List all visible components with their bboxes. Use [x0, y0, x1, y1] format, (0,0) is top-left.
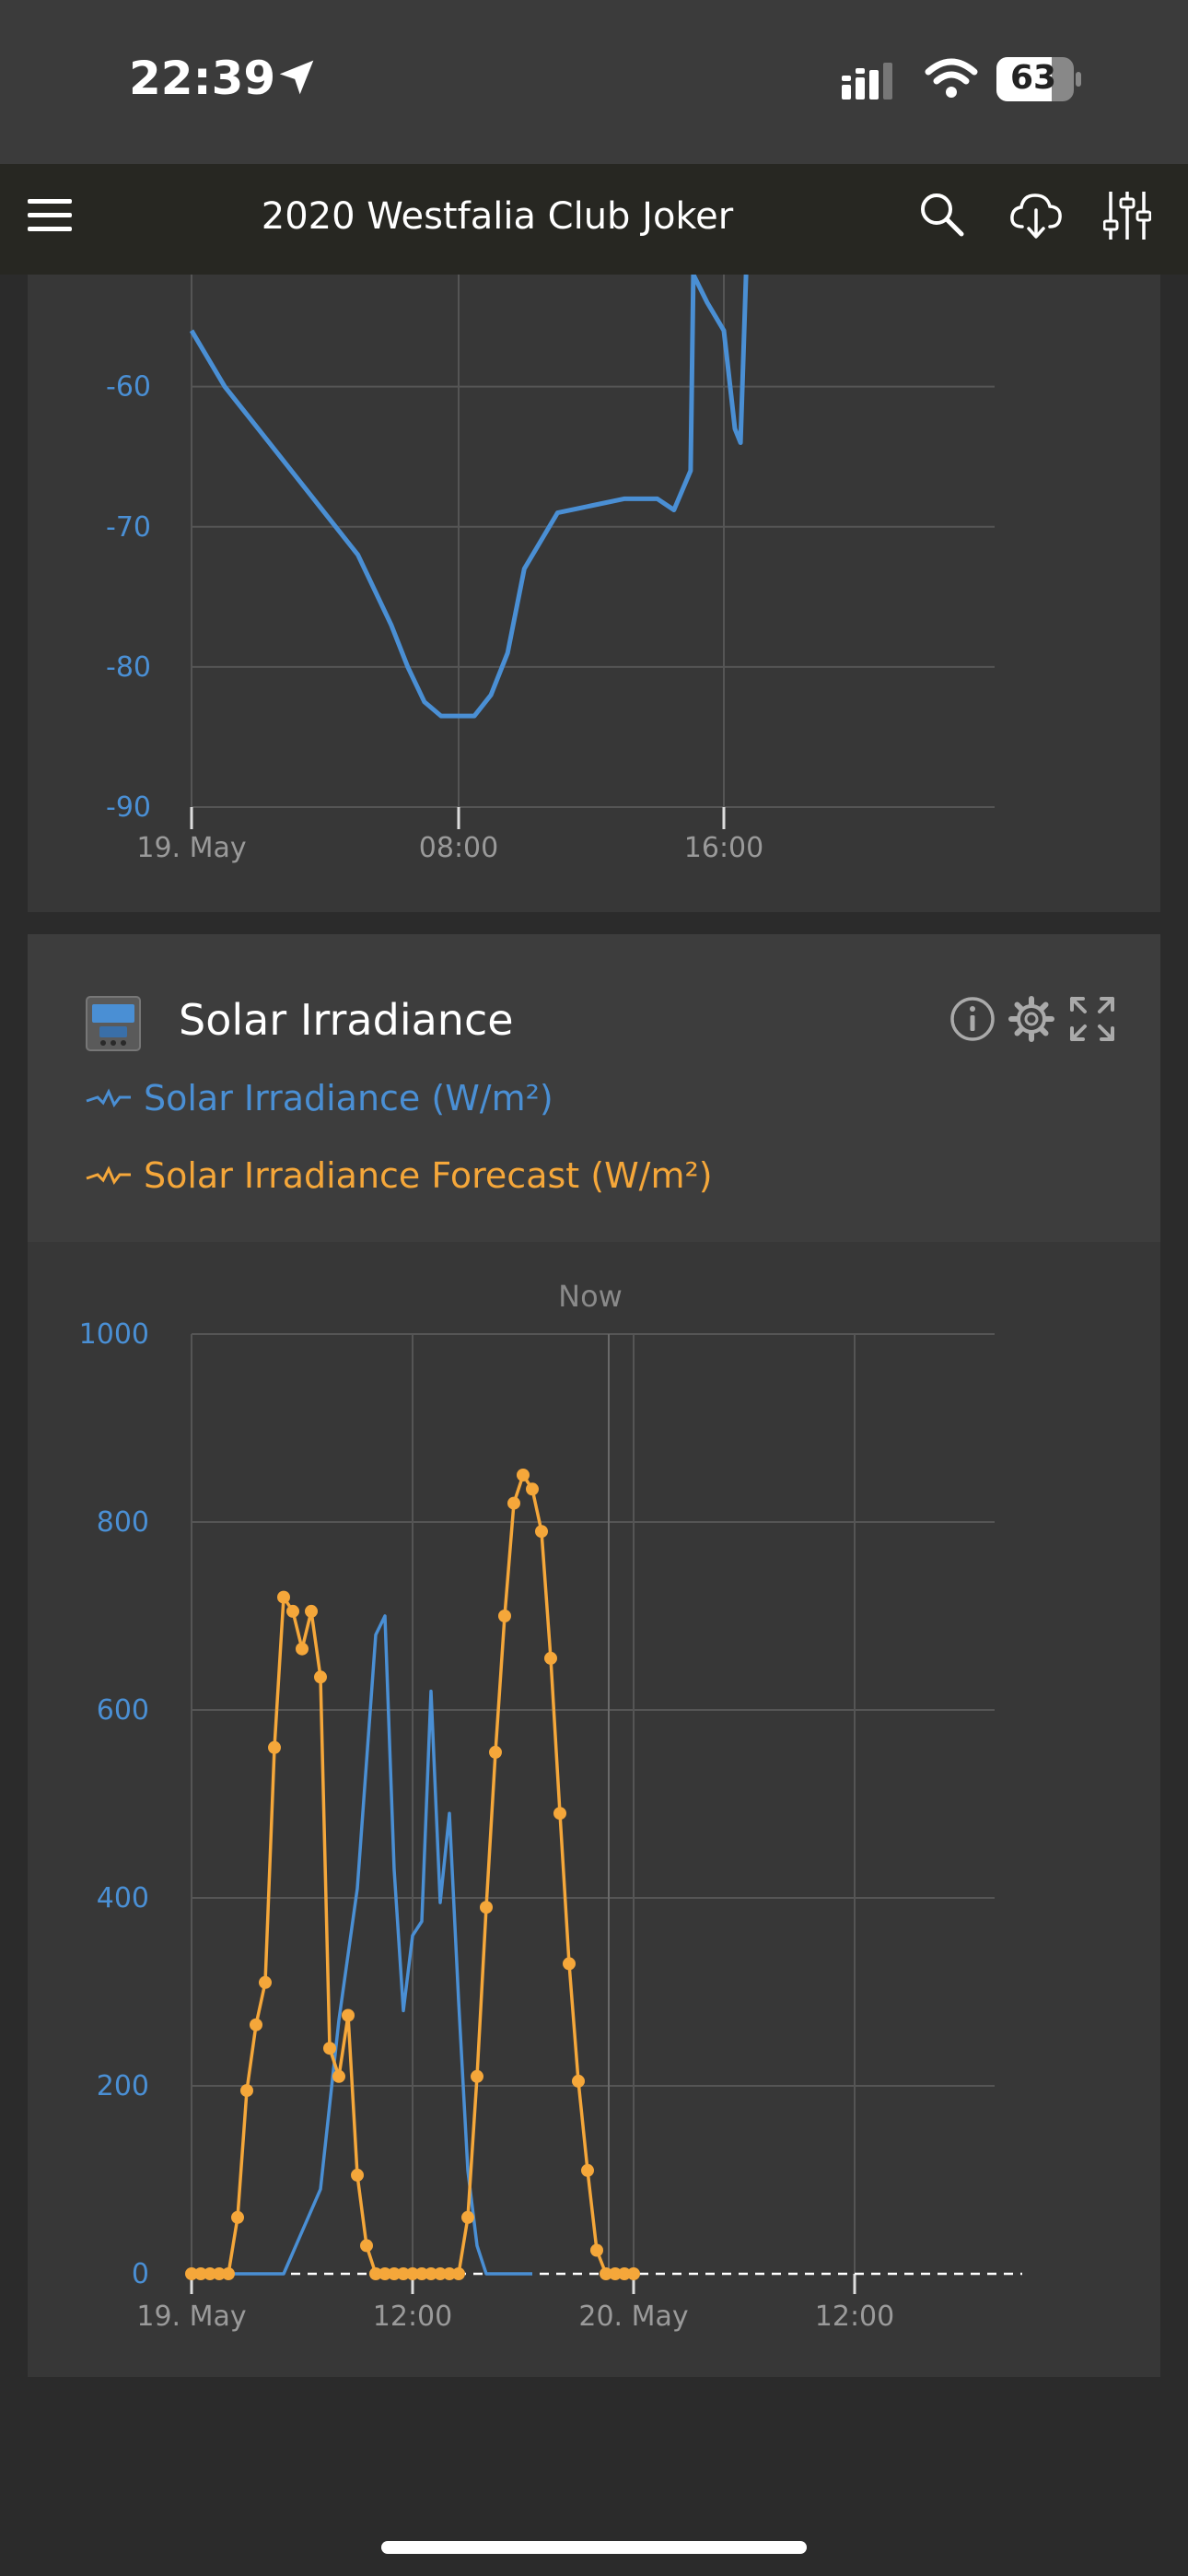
- x-tick-label: 12:00: [373, 2301, 452, 2333]
- wifi-icon: [925, 58, 978, 98]
- battery-level: 63: [1009, 59, 1057, 97]
- forecast-data-point: [471, 2069, 483, 2083]
- cellular-signal-icon: [842, 63, 892, 100]
- forecast-data-point: [572, 2074, 585, 2088]
- x-tick-label: 19. May: [136, 832, 246, 864]
- home-indicator: [381, 2541, 807, 2554]
- forecast-data-point: [231, 2210, 244, 2224]
- forecast-data-point: [369, 2267, 382, 2280]
- forecast-data-point: [240, 2084, 253, 2098]
- forecast-data-point: [452, 2267, 465, 2280]
- legend-line-icon: [86, 1088, 131, 1107]
- y-tick-label: 1000: [79, 1318, 149, 1351]
- forecast-data-point: [535, 1525, 548, 1539]
- history-chart[interactable]: -60 -70 -80 -90 19. May 08:00 16:00: [28, 272, 1160, 912]
- y-tick-label: -70: [106, 511, 151, 544]
- forecast-data-point: [259, 1975, 272, 1989]
- widget-header: Solar Irradiance: [28, 934, 1160, 1242]
- forecast-data-point: [609, 2267, 622, 2280]
- forecast-data-point: [379, 2267, 391, 2280]
- info-icon[interactable]: [949, 995, 996, 1043]
- x-tick-label: 08:00: [419, 832, 498, 864]
- forecast-data-point: [360, 2239, 373, 2253]
- forecast-data-point: [553, 1807, 566, 1821]
- gear-icon[interactable]: [1007, 995, 1055, 1043]
- now-label: Now: [558, 1279, 623, 1314]
- forecast-data-point: [204, 2267, 216, 2280]
- y-tick-label: -90: [106, 791, 151, 824]
- y-tick-label: 400: [97, 1882, 149, 1914]
- legend-item-forecast[interactable]: Solar Irradiance Forecast (W/m²): [85, 1148, 713, 1203]
- solar-charger-device-icon: [86, 996, 141, 1051]
- forecast-data-point: [305, 1604, 318, 1618]
- y-tick-label: -60: [106, 371, 151, 404]
- forecast-data-point: [590, 2243, 603, 2257]
- status-time: 22:39: [129, 52, 276, 105]
- forecast-data-point: [213, 2267, 226, 2280]
- legend-item-actual[interactable]: Solar Irradiance (W/m²): [85, 1071, 553, 1126]
- forecast-data-point: [388, 2267, 401, 2280]
- legend-label-actual: Solar Irradiance (W/m²): [144, 1078, 553, 1118]
- forecast-data-point: [406, 2267, 419, 2280]
- forecast-data-point: [323, 2042, 336, 2055]
- forecast-data-point: [185, 2267, 198, 2280]
- forecast-data-point: [296, 1642, 309, 1656]
- forecast-data-point: [351, 2168, 364, 2182]
- forecast-data-point: [563, 1957, 576, 1971]
- forecast-data-point: [618, 2267, 631, 2280]
- forecast-data-point: [461, 2210, 474, 2224]
- legend-label-forecast: Solar Irradiance Forecast (W/m²): [144, 1155, 713, 1196]
- search-icon[interactable]: [917, 190, 965, 238]
- legend-line-icon: [86, 1165, 131, 1185]
- forecast-data-point: [415, 2267, 428, 2280]
- forecast-data-point: [507, 1496, 520, 1510]
- forecast-data-point: [342, 2008, 355, 2022]
- forecast-data-point: [434, 2267, 447, 2280]
- expand-icon[interactable]: [1068, 995, 1116, 1043]
- forecast-data-point: [425, 2267, 437, 2280]
- y-tick-label: 200: [97, 2070, 149, 2102]
- forecast-data-point: [480, 1901, 493, 1914]
- forecast-data-point: [498, 1610, 511, 1622]
- cloud-download-icon[interactable]: [1009, 190, 1063, 241]
- app-title: 2020 Westfalia Club Joker: [261, 195, 734, 238]
- forecast-data-point: [517, 1469, 530, 1481]
- hamburger-menu-icon[interactable]: [26, 195, 74, 236]
- forecast-data-point: [600, 2267, 612, 2280]
- x-tick-label: 12:00: [815, 2301, 894, 2333]
- actual-series-line: [192, 1614, 532, 2276]
- x-tick-label: 19. May: [136, 2301, 246, 2333]
- forecast-data-point: [268, 1740, 281, 1754]
- widget-title: Solar Irradiance: [179, 995, 514, 1045]
- forecast-data-point: [443, 2267, 456, 2280]
- solar-irradiance-card: Solar Irradiance: [28, 934, 1160, 2377]
- x-tick-label: 20. May: [578, 2301, 688, 2333]
- forecast-data-point: [286, 1604, 299, 1618]
- forecast-data-point: [544, 1651, 557, 1665]
- forecast-data-point: [581, 2163, 594, 2177]
- status-bar: 22:39 63: [0, 0, 1188, 164]
- solar-irradiance-chart[interactable]: 0 200 400 600 800 1000 19. May 12:00 20. May 12:0…: [28, 1242, 1160, 2377]
- forecast-data-point: [627, 2267, 640, 2280]
- forecast-data-point: [250, 2018, 262, 2032]
- history-chart-card: -60 -70 -80 -90 19. May 08:00 16:00: [28, 272, 1160, 912]
- forecast-data-point: [332, 2069, 345, 2083]
- forecast-data-point: [194, 2267, 207, 2280]
- forecast-data-point: [489, 1745, 502, 1759]
- forecast-data-point: [397, 2267, 410, 2280]
- y-tick-label: 800: [97, 1506, 149, 1539]
- series-line: [189, 272, 749, 719]
- y-tick-label: -80: [106, 651, 151, 684]
- forecast-data-point: [314, 1670, 327, 1684]
- sliders-icon[interactable]: [1103, 190, 1151, 241]
- app-bar: [0, 164, 1188, 275]
- forecast-data-point: [277, 1590, 290, 1604]
- battery-icon: [996, 57, 1081, 101]
- y-tick-label: 0: [132, 2258, 149, 2290]
- forecast-data-point: [526, 1482, 539, 1496]
- forecast-data-point: [222, 2267, 235, 2280]
- location-arrow-icon: [279, 60, 314, 95]
- x-tick-label: 16:00: [684, 832, 763, 864]
- y-tick-label: 600: [97, 1694, 149, 1727]
